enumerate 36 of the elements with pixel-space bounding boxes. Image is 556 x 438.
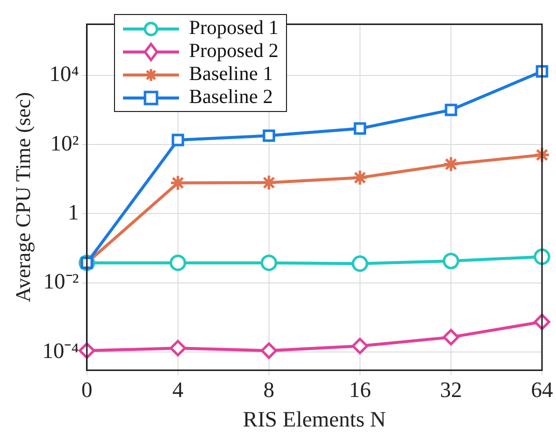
point <box>78 342 96 359</box>
point <box>170 174 186 192</box>
y-tick-label: 10⁴ <box>49 61 80 86</box>
legend-label: Baseline 1 <box>189 63 273 86</box>
point <box>170 254 186 272</box>
point <box>262 129 276 142</box>
x-tick-label: 0 <box>81 377 92 402</box>
x-tick-label: 64 <box>531 377 553 402</box>
point <box>352 338 368 354</box>
y-tick-label: 10⁻² <box>43 268 80 294</box>
point <box>444 104 458 116</box>
y-tick-label: 10² <box>50 130 80 156</box>
x-tick-label: 8 <box>263 377 274 402</box>
point <box>352 255 368 272</box>
legend-label: Proposed 1 <box>189 17 278 40</box>
point <box>442 328 460 346</box>
point <box>534 248 550 266</box>
y-axis-title: Average CPU Time (sec) <box>11 92 36 302</box>
point <box>534 146 550 164</box>
x-axis-title: RIS Elements N <box>242 406 386 432</box>
y-tick-label: 10⁻⁴ <box>42 338 80 363</box>
legend-label: Baseline 2 <box>189 86 273 109</box>
point <box>260 342 278 359</box>
y-tick-label: 1 <box>68 199 79 224</box>
point <box>170 340 186 356</box>
point <box>260 174 278 191</box>
point <box>352 169 368 186</box>
x-tick-label: 16 <box>348 377 371 402</box>
point <box>442 252 460 270</box>
x-tick-label: 4 <box>172 377 184 402</box>
point <box>172 134 184 146</box>
point <box>442 156 460 172</box>
x-tick-label: 32 <box>440 377 462 402</box>
point <box>354 122 366 135</box>
point <box>260 254 278 272</box>
legend-label: Proposed 2 <box>189 40 278 63</box>
